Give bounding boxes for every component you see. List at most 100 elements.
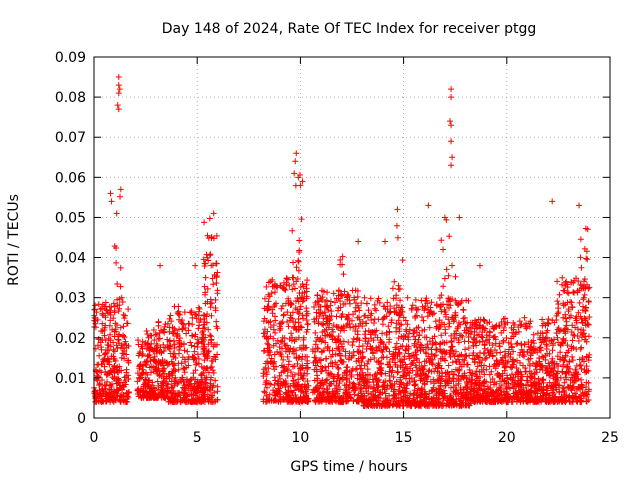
data-point	[304, 360, 311, 367]
data-point	[367, 356, 374, 363]
data-point	[276, 327, 283, 334]
data-point	[303, 305, 310, 312]
data-point	[347, 324, 354, 331]
data-point	[571, 289, 578, 296]
data-point	[340, 323, 347, 330]
data-point	[386, 364, 393, 371]
data-point	[305, 395, 312, 402]
data-point	[120, 384, 127, 391]
data-point	[496, 343, 503, 350]
data-point	[289, 398, 296, 405]
data-point	[400, 314, 407, 321]
data-point	[143, 345, 150, 352]
data-point	[271, 366, 278, 373]
data-point	[472, 371, 479, 378]
data-point	[371, 394, 378, 401]
data-point	[486, 319, 493, 326]
data-point	[477, 349, 484, 356]
data-point	[500, 337, 507, 344]
data-point	[552, 380, 559, 387]
data-point	[540, 387, 547, 394]
data-point	[182, 324, 189, 331]
data-point	[533, 395, 540, 402]
data-point	[577, 385, 584, 392]
data-point	[261, 326, 268, 333]
data-point	[98, 361, 105, 368]
data-point	[378, 354, 385, 361]
data-point	[447, 354, 454, 361]
data-point	[358, 300, 365, 307]
data-point	[266, 344, 273, 351]
data-point	[490, 388, 497, 395]
data-point	[315, 395, 322, 402]
data-point	[516, 318, 523, 325]
data-point	[269, 276, 276, 283]
data-point	[99, 328, 106, 335]
data-point	[185, 383, 192, 390]
data-point	[573, 275, 580, 282]
data-point	[355, 323, 362, 330]
data-point	[110, 300, 117, 307]
data-point	[170, 361, 177, 368]
data-point	[339, 253, 346, 260]
y-tick-label: 0.04	[55, 251, 86, 267]
data-point	[265, 291, 272, 298]
data-point	[287, 382, 294, 389]
data-point	[204, 298, 211, 305]
data-point	[297, 386, 304, 393]
data-point	[207, 376, 214, 383]
data-point	[559, 281, 566, 288]
data-point	[520, 390, 527, 397]
data-point	[502, 363, 509, 370]
data-point	[396, 326, 403, 333]
data-point	[194, 336, 201, 343]
data-point	[177, 343, 184, 350]
data-point	[345, 356, 352, 363]
data-point	[494, 393, 501, 400]
data-point	[422, 303, 429, 310]
data-point	[367, 295, 374, 302]
data-point	[201, 283, 208, 290]
data-point	[268, 355, 275, 362]
data-point	[354, 287, 361, 294]
data-point	[173, 378, 180, 385]
data-point	[134, 387, 141, 394]
data-point	[544, 383, 551, 390]
data-point	[559, 274, 566, 281]
y-tick-label: 0.02	[55, 331, 86, 347]
data-point	[350, 323, 357, 330]
data-point	[515, 396, 522, 403]
data-point	[172, 367, 179, 374]
data-point	[478, 368, 485, 375]
data-point	[414, 398, 421, 405]
data-point	[282, 367, 289, 374]
outlier-point	[291, 170, 298, 177]
data-point	[324, 376, 331, 383]
data-point	[374, 377, 381, 384]
data-point	[206, 215, 213, 222]
data-point	[446, 320, 453, 327]
data-point	[554, 368, 561, 375]
data-point	[212, 354, 219, 361]
data-point	[549, 364, 556, 371]
data-point	[418, 297, 425, 304]
data-point	[267, 324, 274, 331]
data-point	[329, 336, 336, 343]
data-point	[438, 308, 445, 315]
data-point	[297, 394, 304, 401]
data-point	[136, 365, 143, 372]
data-point	[170, 337, 177, 344]
data-point	[576, 299, 583, 306]
data-point	[329, 394, 336, 401]
data-point	[519, 373, 526, 380]
data-point	[573, 362, 580, 369]
data-point	[369, 376, 376, 383]
data-point	[528, 350, 535, 357]
data-point	[373, 327, 380, 334]
data-point	[568, 329, 575, 336]
data-point	[382, 343, 389, 350]
data-point	[466, 366, 473, 373]
data-point	[439, 399, 446, 406]
x-tick-label: 15	[395, 430, 413, 446]
data-point	[383, 313, 390, 320]
